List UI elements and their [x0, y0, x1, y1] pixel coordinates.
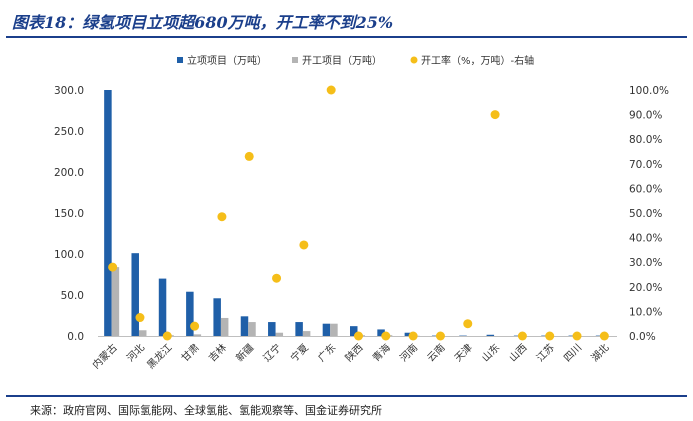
data-point — [572, 331, 582, 341]
bar — [158, 278, 167, 336]
chart: 立项项目（万吨） 开工项目（万吨） 开工率（%，万吨）-右轴 0.0 50.0 100.… — [54, 54, 669, 371]
y-right-tick-label: 50.0% — [629, 208, 662, 220]
y-left-tick-label: 300.0 — [54, 85, 84, 97]
x-tick-label: 山东 — [479, 341, 502, 364]
bar — [268, 322, 276, 336]
y-right-tick-label: 70.0% — [629, 159, 662, 171]
y-right-tick-label: 100.0% — [629, 85, 669, 97]
bar — [302, 331, 311, 336]
y-left-tick-label: 150.0 — [54, 208, 84, 220]
bar — [111, 267, 120, 336]
x-tick-label: 河南 — [397, 341, 420, 364]
x-tick-label: 青海 — [370, 341, 393, 364]
legend-label: 开工率（%，万吨）-右轴 — [421, 54, 534, 67]
x-tick-label: 新疆 — [233, 341, 256, 364]
chart-title: 图表18：绿氢项目立项超680万吨，开工率不到25% — [12, 13, 394, 32]
source-note: 来源：政府官网、国际氢能网、全球氢能、氢能观察等、国金证券研究所 — [30, 404, 382, 417]
y-right-tick-label: 20.0% — [629, 282, 662, 294]
data-point — [354, 331, 363, 341]
data-point — [408, 331, 418, 341]
bar — [275, 332, 284, 336]
y-left-tick-label: 200.0 — [54, 167, 84, 179]
bar — [377, 329, 385, 336]
data-point — [162, 331, 172, 341]
x-tick-label: 天津 — [452, 342, 475, 365]
y-right-tick-label: 90.0% — [629, 110, 662, 122]
x-tick-label: 云南 — [424, 341, 447, 364]
bar — [213, 298, 221, 336]
data-point — [108, 262, 118, 272]
x-tick-label: 辽宁 — [260, 341, 283, 364]
data-point — [545, 331, 555, 341]
y-left-tick-label: 50.0 — [61, 290, 84, 302]
data-point — [217, 212, 227, 222]
legend: 立项项目（万吨） 开工项目（万吨） 开工率（%，万吨）-右轴 — [177, 54, 534, 67]
x-tick-label: 宁夏 — [288, 341, 311, 364]
legend-label: 开工项目（万吨） — [302, 54, 382, 67]
data-point — [299, 240, 309, 250]
bar — [193, 334, 202, 336]
bar — [131, 253, 139, 336]
y-left-tick-label: 0.0 — [67, 331, 84, 343]
y-right-tick-label: 0.0% — [629, 331, 656, 343]
bar — [486, 334, 495, 336]
data-point — [599, 331, 609, 341]
bar — [248, 322, 256, 336]
y-right-tick-label: 10.0% — [629, 306, 662, 318]
y-right-tick-label: 30.0% — [629, 257, 662, 269]
data-point — [326, 85, 336, 95]
bar — [104, 90, 112, 336]
data-point — [490, 110, 500, 120]
data-point — [272, 273, 282, 283]
x-tick-label: 四川 — [562, 342, 584, 364]
x-tick-label: 黑龙江 — [144, 341, 174, 371]
legend-swatch — [410, 56, 418, 64]
bar — [322, 323, 331, 336]
x-tick-label: 山西 — [507, 342, 530, 365]
data-point — [463, 319, 473, 329]
x-tick-label: 广东 — [315, 341, 338, 364]
bar — [240, 316, 249, 336]
y-left-tick-label: 100.0 — [54, 249, 84, 261]
data-point — [381, 331, 391, 341]
y-right-tick-label: 40.0% — [629, 233, 662, 245]
data-point — [244, 151, 254, 161]
y-right-tick-label: 60.0% — [629, 183, 662, 195]
bar — [350, 326, 358, 336]
bar — [138, 330, 147, 336]
legend-swatch — [177, 57, 183, 63]
legend-label: 立项项目（万吨） — [187, 54, 267, 67]
axes: 0.0 50.0 100.0 150.0 200.0 250.0 300.0 0.0% 10.0… — [54, 85, 669, 371]
bar — [186, 291, 194, 336]
data-point — [190, 321, 200, 331]
bar — [404, 332, 413, 336]
data-point — [435, 331, 445, 341]
x-tick-label: 河北 — [124, 342, 147, 365]
data-point — [135, 313, 145, 323]
x-tick-label: 吉林 — [206, 341, 229, 364]
chart-marks — [104, 85, 609, 341]
bar — [220, 317, 229, 336]
x-tick-label: 内蒙古 — [89, 341, 119, 371]
legend-swatch — [292, 57, 298, 63]
title-bar: 图表18：绿氢项目立项超680万吨，开工率不到25% — [6, 0, 687, 38]
x-tick-label: 江苏 — [533, 341, 556, 364]
y-right-tick-label: 80.0% — [629, 134, 662, 146]
bar — [295, 322, 303, 336]
data-point — [517, 331, 527, 341]
x-tick-label: 甘肃 — [178, 341, 201, 364]
bar — [330, 323, 338, 336]
source-divider — [6, 395, 687, 397]
x-tick-label: 湖北 — [589, 342, 612, 365]
x-tick-label: 陕西 — [342, 341, 365, 364]
y-left-tick-label: 250.0 — [54, 126, 84, 138]
